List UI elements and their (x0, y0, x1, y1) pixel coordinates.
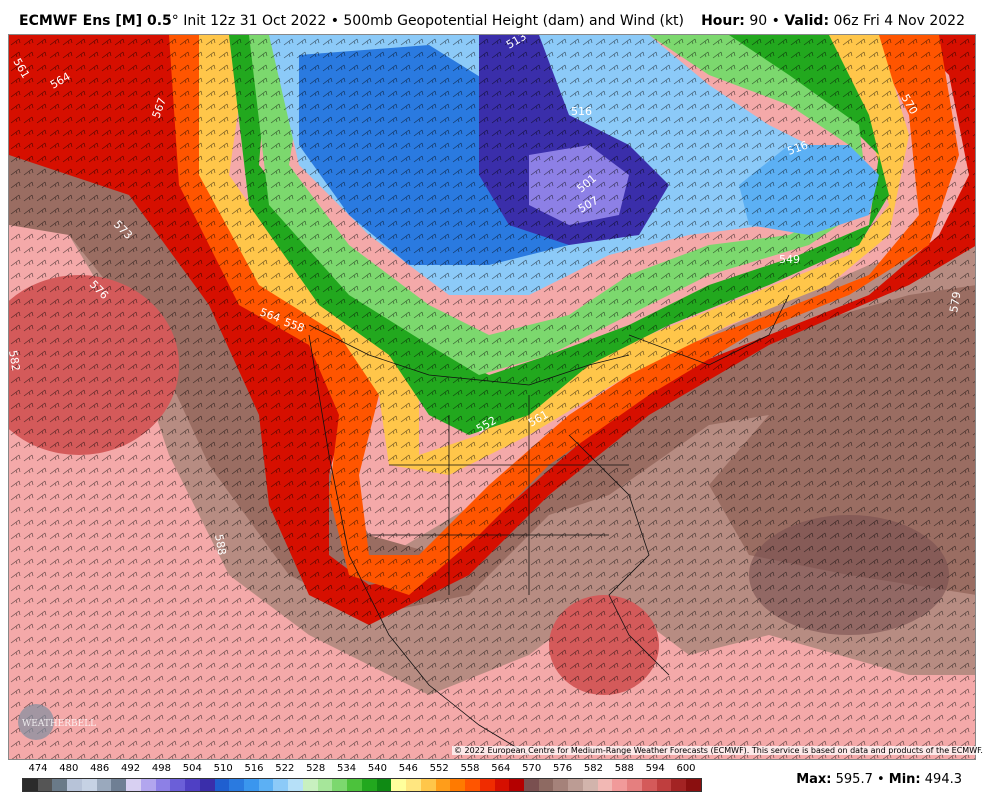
legend-tick-label: 540 (367, 763, 387, 774)
political-boundaries (308, 294, 790, 756)
legend-swatch (126, 779, 141, 791)
valid-value: 06z Fri 4 Nov 2022 (829, 13, 965, 29)
legend-tick-label: 582 (583, 763, 603, 774)
contour-label: 588 (212, 533, 228, 556)
legend-tick-label: 510 (213, 763, 233, 774)
legend-tick-label: 588 (614, 763, 634, 774)
legend-swatch (170, 779, 186, 791)
legend-swatch (23, 779, 38, 791)
contour-label: 579 (947, 291, 963, 314)
legend-tick-label: 594 (645, 763, 665, 774)
max-value: 595.7 (835, 772, 873, 787)
contour-label: 582 (9, 349, 22, 372)
legend-swatch (185, 779, 200, 791)
legend-swatch (420, 779, 436, 791)
legend-swatch (96, 779, 112, 791)
legend-swatch (494, 779, 510, 791)
legend-swatch (391, 779, 407, 791)
legend-swatch (686, 779, 701, 791)
legend-swatch (597, 779, 613, 791)
legend-swatch (509, 779, 524, 791)
legend-tick-label: 474 (28, 763, 48, 774)
legend-swatch (258, 779, 274, 791)
legend-swatch (465, 779, 480, 791)
legend-tick-label: 522 (275, 763, 295, 774)
legend-tick-label: 492 (121, 763, 141, 774)
legend-tick-label: 552 (429, 763, 449, 774)
legend-swatch (435, 779, 451, 791)
weather-map: 561 564 567 573 576 582 588 564 558 552 … (8, 34, 976, 760)
legend-tick-label: 498 (151, 763, 171, 774)
model-name: ECMWF Ens [M] 0.5 (19, 13, 172, 29)
legend-tick-label: 534 (337, 763, 357, 774)
separator: • (872, 772, 889, 787)
legend-tick-label: 564 (491, 763, 511, 774)
map-canvas: 561 564 567 573 576 582 588 564 558 552 … (9, 35, 975, 759)
legend-swatch (376, 779, 392, 791)
min-label: Min: (888, 772, 921, 787)
contour-label: 549 (779, 253, 800, 266)
legend-tick-label: 486 (90, 763, 110, 774)
legend-swatch (140, 779, 156, 791)
legend-swatch (361, 779, 377, 791)
legend-tick-labels: 474 480 486 492 498 504 510 516 522 528 534 540 546 5… (22, 763, 702, 777)
legend-swatch (273, 779, 289, 791)
color-legend: 474 480 486 492 498 504 510 516 522 528 534 540 546 5… (22, 763, 702, 795)
legend-swatch (538, 779, 554, 791)
legend-swatch (317, 779, 333, 791)
logo-text: WEATHERBELL (22, 719, 96, 729)
legend-swatch (155, 779, 171, 791)
legend-swatch (199, 779, 215, 791)
max-label: Max: (796, 772, 832, 787)
legend-tick-label: 600 (676, 763, 696, 774)
max-min-readout: Max: 595.7 • Min: 494.3 (796, 772, 962, 787)
legend-swatch (347, 779, 362, 791)
legend-swatch (450, 779, 466, 791)
legend-tick-label: 480 (59, 763, 79, 774)
legend-swatch (111, 779, 127, 791)
legend-swatch (406, 779, 421, 791)
legend-swatch (332, 779, 348, 791)
legend-swatch (288, 779, 303, 791)
legend-swatch (214, 779, 230, 791)
legend-swatch (671, 779, 687, 791)
init-description: Init 12z 31 Oct 2022 • 500mb Geopotentia… (178, 13, 684, 29)
min-value: 494.3 (924, 772, 962, 787)
chart-header: ECMWF Ens [M] 0.5° Init 12z 31 Oct 2022 … (0, 0, 984, 36)
legend-swatch (582, 779, 598, 791)
legend-swatch (627, 779, 642, 791)
legend-swatch (302, 779, 318, 791)
legend-tick-label: 546 (398, 763, 418, 774)
valid-label: Valid: (784, 13, 830, 29)
legend-tick-label: 558 (460, 763, 480, 774)
legend-tick-label: 516 (244, 763, 264, 774)
legend-swatch (656, 779, 672, 791)
legend-swatch (553, 779, 569, 791)
legend-swatch (612, 779, 628, 791)
hour-value: 90 • (744, 13, 785, 29)
legend-swatch (641, 779, 657, 791)
legend-swatch (52, 779, 68, 791)
legend-swatch (37, 779, 53, 791)
legend-swatch (229, 779, 245, 791)
valid-time: Hour: 90 • Valid: 06z Fri 4 Nov 2022 (701, 13, 965, 29)
legend-swatch (81, 779, 97, 791)
legend-swatch (479, 779, 495, 791)
legend-swatch (244, 779, 259, 791)
legend-tick-label: 570 (522, 763, 542, 774)
degree-sign: ° (171, 13, 179, 29)
legend-tick-label: 576 (553, 763, 573, 774)
legend-tick-label: 504 (182, 763, 202, 774)
legend-swatch (568, 779, 583, 791)
wind-barbs (9, 35, 975, 759)
legend-swatch (523, 779, 539, 791)
legend-color-bar (22, 778, 702, 792)
chart-title: ECMWF Ens [M] 0.5° Init 12z 31 Oct 2022 … (19, 13, 684, 29)
weatherbell-logo: WEATHERBELL (18, 704, 96, 740)
copyright-notice: © 2022 European Centre for Medium-Range … (452, 746, 984, 755)
hour-label: Hour: (701, 13, 745, 29)
contour-label: 516 (571, 105, 592, 118)
legend-tick-label: 528 (306, 763, 326, 774)
legend-swatch (67, 779, 82, 791)
